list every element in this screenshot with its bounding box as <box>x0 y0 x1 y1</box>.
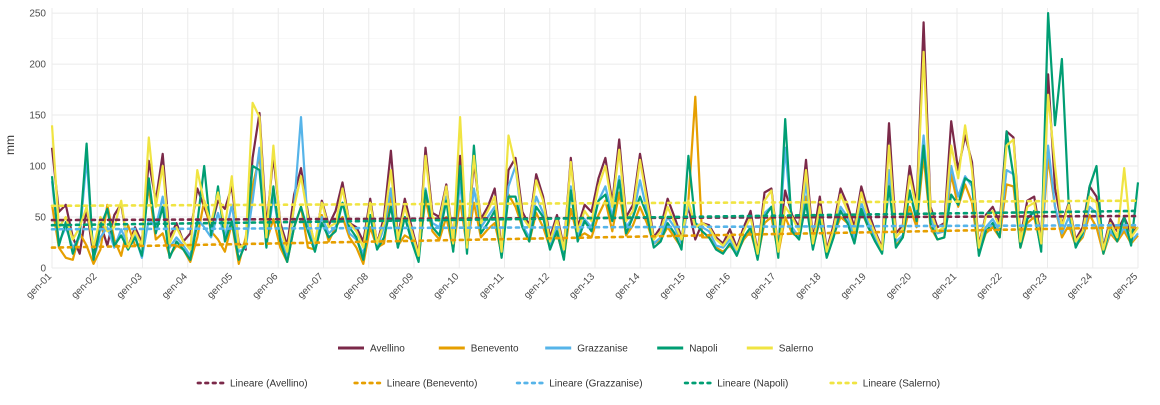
legend-label: Lineare (Benevento) <box>387 379 478 390</box>
legend-label: Lineare (Napoli) <box>717 379 788 390</box>
y-tick-label: 0 <box>40 264 46 275</box>
x-tick-label: gen-18 <box>794 271 824 301</box>
legend-label: Lineare (Salerno) <box>863 379 940 390</box>
x-tick-label: gen-15 <box>658 271 688 301</box>
x-tick-label: gen-20 <box>884 271 914 301</box>
x-tick-label: gen-12 <box>522 271 552 301</box>
legend-label: Benevento <box>471 344 519 355</box>
x-tick-label: gen-01 <box>24 271 54 301</box>
trendline <box>50 225 1140 249</box>
x-tick-label: gen-24 <box>1065 271 1095 301</box>
trendline <box>50 199 1140 208</box>
trendline-legend: Lineare (Avellino) Lineare (Benevento) Lin… <box>196 379 940 390</box>
x-tick-label: gen-16 <box>703 271 733 301</box>
y-tick-label: 50 <box>35 213 47 224</box>
y-tick-label: 150 <box>29 111 46 122</box>
series-legend: Avellino Benevento Grazzanise Napoli Salerno <box>338 344 814 355</box>
trendline <box>50 223 1140 231</box>
x-tick-label: gen-10 <box>432 271 462 301</box>
x-tick-label: gen-06 <box>251 271 281 301</box>
x-tick-label: gen-07 <box>296 271 326 301</box>
x-tick-label: gen-04 <box>160 271 190 301</box>
legend-label: Grazzanise <box>577 344 628 355</box>
x-tick-label: gen-19 <box>839 271 869 301</box>
x-tick-label: gen-17 <box>748 271 778 301</box>
y-tick-label: 200 <box>29 60 46 71</box>
y-tick-label: 100 <box>29 162 46 173</box>
x-tick-label: gen-13 <box>567 271 597 301</box>
legend-label: Napoli <box>689 344 717 355</box>
legend-label: Avellino <box>370 344 405 355</box>
legend-label: Salerno <box>779 344 814 355</box>
x-tick-label: gen-03 <box>115 271 145 301</box>
x-tick-label: gen-22 <box>975 271 1005 301</box>
x-tick-label: gen-05 <box>205 271 235 301</box>
x-tick-label: gen-08 <box>341 271 371 301</box>
x-tick-label: gen-23 <box>1020 271 1050 301</box>
series-line-napoli <box>50 12 1140 263</box>
x-tick-label: gen-02 <box>70 271 100 301</box>
legend-label: Lineare (Avellino) <box>230 379 308 390</box>
y-tick-label: 250 <box>29 9 46 20</box>
x-tick-label: gen-09 <box>386 271 416 301</box>
y-axis-ticks: 0 50 100 150 200 250 <box>29 9 46 275</box>
trendline <box>50 209 1140 227</box>
x-tick-label: gen-14 <box>613 271 643 301</box>
x-tick-label: gen-11 <box>477 271 507 301</box>
y-axis-title: mm <box>3 135 17 155</box>
x-tick-label: gen-21 <box>929 271 959 301</box>
x-axis-ticks: gen-01 gen-02 gen-03 gen-04 gen-05 gen-06 gen-… <box>24 271 1140 301</box>
legend-label: Lineare (Grazzanise) <box>549 379 642 390</box>
x-tick-label: gen-25 <box>1110 271 1140 301</box>
trendlines <box>50 199 1140 249</box>
